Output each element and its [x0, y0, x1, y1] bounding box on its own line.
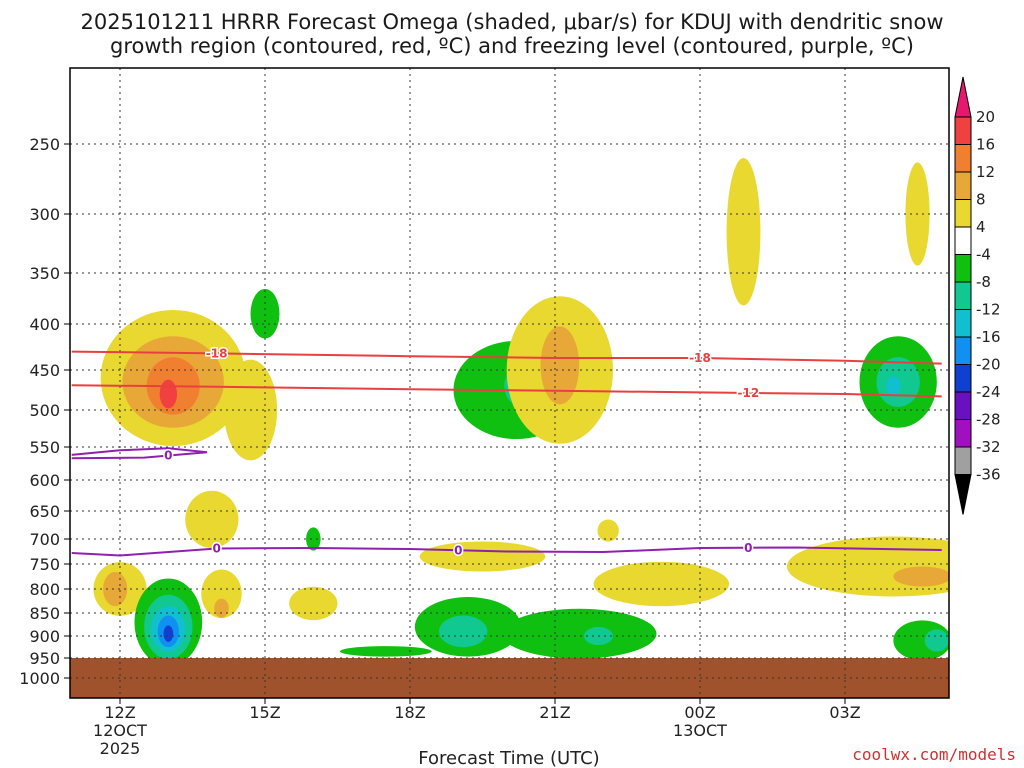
colorbar-segment-2 — [954, 144, 972, 173]
colorbar-label-9: -20 — [976, 356, 1001, 374]
colorbar-segment-5 — [954, 226, 972, 255]
omega-region-15 — [103, 571, 128, 607]
colorbar-label-11: -28 — [976, 411, 1001, 429]
y-tick-label-950: 950 — [29, 649, 60, 668]
dendritic-contour-line-0 — [71, 350, 942, 365]
omega-region-9 — [250, 289, 280, 339]
y-tick-label-650: 650 — [29, 502, 60, 521]
dendritic-contour-line-1 — [71, 384, 942, 398]
chart-title-line2: growth region (contoured, red, ºC) and f… — [110, 34, 914, 58]
x-tick-label-21Z-0: 21Z — [539, 703, 570, 722]
x-tick-label-12Z-0: 12Z — [104, 703, 135, 722]
freezing-level-label-0-1: 0 — [454, 543, 462, 557]
colorbar-segment-13 — [954, 446, 972, 475]
omega-region-26 — [419, 541, 546, 572]
omega-region-35 — [893, 566, 949, 587]
dendritic-contour-label-0-0: -18 — [206, 346, 228, 360]
x-tick-label-12Z-1: 12OCT — [93, 721, 147, 740]
plot-frame — [69, 67, 950, 699]
freezing-level-label-0-2: 0 — [744, 541, 752, 555]
y-tick-label-900: 900 — [29, 627, 60, 646]
x-tick-label-00Z-1: 13OCT — [673, 721, 727, 740]
credit-text: coolwx.com/models — [852, 745, 1016, 764]
colorbar-segment-4 — [954, 199, 972, 228]
colorbar-label-13: -36 — [976, 466, 1001, 484]
x-tick-label-15Z-0: 15Z — [249, 703, 280, 722]
colorbar-label-8: -16 — [976, 328, 1001, 346]
y-tick-label-800: 800 — [29, 580, 60, 599]
colorbar-segment-6 — [954, 254, 972, 283]
omega-region-17 — [214, 598, 229, 618]
colorbar-segment-10 — [954, 364, 972, 393]
freezing-level-label-0-0: 0 — [212, 542, 220, 556]
y-tick-label-1000: 1000 — [19, 669, 60, 688]
omega-region-34 — [787, 536, 949, 597]
x-axis-label: Forecast Time (UTC) — [418, 748, 599, 768]
y-tick-label-850: 850 — [29, 604, 60, 623]
colorbar-label-6: -8 — [976, 273, 991, 291]
colorbar-segment-9 — [954, 336, 972, 365]
y-tick-label-600: 600 — [29, 471, 60, 490]
omega-region-16 — [201, 569, 242, 619]
omega-region-7 — [540, 326, 580, 405]
omega-shading — [93, 157, 949, 666]
colorbar-label-3: 8 — [976, 191, 986, 209]
grid-lines — [70, 68, 949, 698]
omega-region-25 — [306, 527, 321, 551]
y-tick-label-550: 550 — [29, 438, 60, 457]
colorbar-segment-7 — [954, 281, 972, 310]
omega-region-3 — [159, 379, 178, 409]
omega-region-23 — [163, 625, 174, 642]
x-tick-label-18Z-0: 18Z — [394, 703, 425, 722]
omega-region-24 — [289, 586, 338, 621]
colorbar-segment-12 — [954, 419, 972, 448]
y-tick-label-400: 400 — [29, 315, 60, 334]
x-tick-label-00Z-0: 00Z — [684, 703, 715, 722]
y-tick-label-450: 450 — [29, 361, 60, 380]
colorbar-segment-1 — [954, 116, 972, 145]
y-tick-label-300: 300 — [29, 205, 60, 224]
omega-region-29 — [501, 608, 657, 659]
y-tick-label-500: 500 — [29, 401, 60, 420]
x-tick-label-03Z-0: 03Z — [829, 703, 860, 722]
colorbar-bottom-arrow — [954, 474, 972, 515]
chart-title-line1: 2025101211 HRRR Forecast Omega (shaded, … — [80, 10, 943, 34]
colorbar-segment-11 — [954, 391, 972, 420]
omega-region-37 — [924, 629, 949, 652]
freezing-level-label-1-0: 0 — [164, 449, 172, 463]
colorbar-segment-3 — [954, 171, 972, 200]
y-tick-label-350: 350 — [29, 264, 60, 283]
y-tick-label-250: 250 — [29, 135, 60, 154]
dendritic-contour-label-0-1: -18 — [689, 351, 711, 365]
colorbar-label-2: 12 — [976, 163, 995, 181]
x-tick-label-12Z-2: 2025 — [100, 739, 141, 758]
omega-region-31 — [339, 646, 432, 657]
y-axis-ticks: 250 300 350 400 450 500 550 600 650 700 750 800 850 9… — [19, 135, 70, 688]
omega-region-18 — [185, 490, 239, 548]
colorbar: 20 16 12 8 4 -4 -8 -12 -16 -20 -24 -28 -32 -36 — [954, 76, 1001, 515]
colorbar-label-12: -32 — [976, 438, 1001, 456]
contour-lines: -18 -18 -12 0 0 0 0 — [71, 345, 942, 559]
omega-region-12 — [886, 376, 901, 396]
colorbar-label-5: -4 — [976, 246, 991, 264]
y-tick-label-700: 700 — [29, 530, 60, 549]
colorbar-label-10: -24 — [976, 383, 1001, 401]
colorbar-top-arrow — [954, 76, 972, 118]
omega-region-8 — [726, 157, 761, 306]
colorbar-label-1: 16 — [976, 136, 995, 154]
omega-region-33 — [597, 519, 619, 542]
freezing-level-line-1 — [71, 447, 208, 460]
dendritic-contour-label-1-0: -12 — [737, 386, 759, 400]
colorbar-label-4: 4 — [976, 218, 986, 236]
colorbar-segment-8 — [954, 309, 972, 338]
y-tick-label-750: 750 — [29, 555, 60, 574]
freezing-level-line-0 — [71, 546, 942, 557]
omega-region-28 — [439, 615, 488, 648]
colorbar-label-7: -12 — [976, 301, 1001, 319]
colorbar-label-0: 20 — [976, 108, 995, 126]
omega-region-32 — [593, 561, 729, 607]
